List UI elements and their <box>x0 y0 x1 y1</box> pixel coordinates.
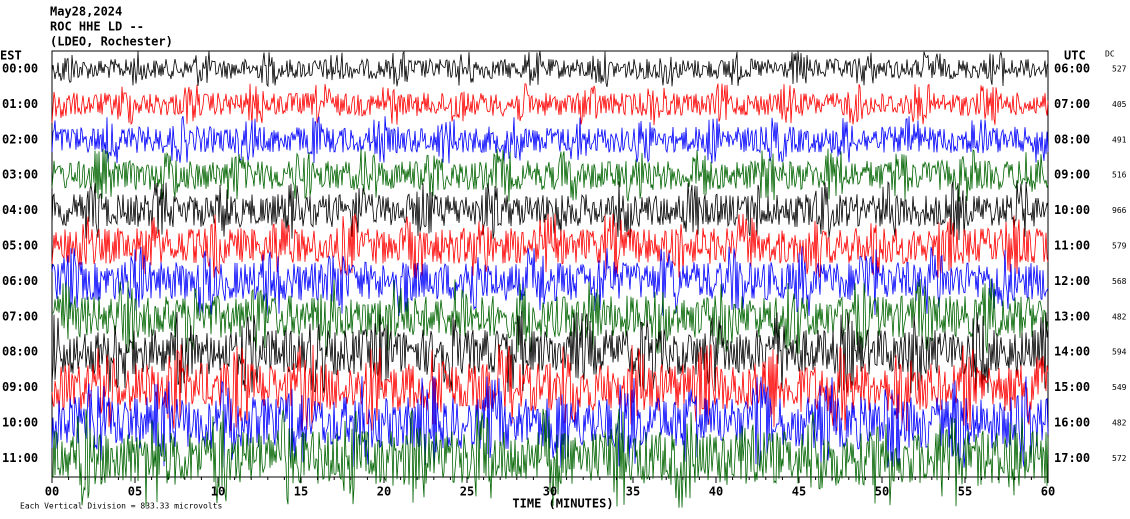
utc-label: 10:00 <box>1054 203 1090 217</box>
est-label: 01:00 <box>2 97 38 111</box>
utc-label: 16:00 <box>1054 416 1090 430</box>
utc-label: 13:00 <box>1054 309 1090 323</box>
trace <box>51 116 1049 164</box>
est-label: 04:00 <box>2 203 38 217</box>
utc-label: 12:00 <box>1054 274 1090 288</box>
dc-value: 568 <box>1112 277 1127 286</box>
footer: Each Vertical Division = 833.33 microvol… <box>20 502 222 511</box>
labels: 00:00 06:00 527 01:00 07:00 405 02:00 08:00 491 0… <box>2 62 1127 499</box>
trace <box>51 376 1049 470</box>
trace <box>51 278 1049 356</box>
trace <box>51 148 1049 202</box>
dc-value: 594 <box>1112 348 1127 357</box>
x-tick-label: 45 <box>792 485 806 499</box>
right-axis-title: UTC <box>1064 49 1086 63</box>
utc-label: 14:00 <box>1054 345 1090 359</box>
est-label: 02:00 <box>2 132 38 146</box>
utc-label: 17:00 <box>1054 451 1090 465</box>
x-tick-label: 15 <box>294 485 308 499</box>
trace <box>51 311 1049 394</box>
dc-value: 516 <box>1112 171 1127 180</box>
dc-value: 405 <box>1112 100 1127 109</box>
x-tick-label: 55 <box>958 485 972 499</box>
utc-label: 09:00 <box>1054 168 1090 182</box>
dc-value: 549 <box>1112 383 1127 392</box>
est-label: 10:00 <box>2 416 38 430</box>
trace <box>51 344 1049 432</box>
dc-value: 579 <box>1112 242 1127 251</box>
est-label: 08:00 <box>2 345 38 359</box>
trace <box>51 180 1049 241</box>
utc-label: 08:00 <box>1054 132 1090 146</box>
x-tick-label: 60 <box>1041 485 1055 499</box>
dc-value: 491 <box>1112 135 1127 144</box>
est-label: 03:00 <box>2 168 38 182</box>
x-tick-label: 10 <box>211 485 225 499</box>
dc-value: 482 <box>1112 419 1127 428</box>
est-label: 09:00 <box>2 380 38 394</box>
date: May28,2024 <box>50 5 122 19</box>
dc-value: 482 <box>1112 312 1127 321</box>
est-label: 07:00 <box>2 309 38 323</box>
trace <box>51 50 1049 88</box>
utc-label: 15:00 <box>1054 380 1090 394</box>
x-tick-label: 25 <box>460 485 474 499</box>
est-label: 11:00 <box>2 451 38 465</box>
left-axis-title: EST <box>0 49 22 63</box>
utc-label: 11:00 <box>1054 239 1090 253</box>
x-tick-label: 20 <box>377 485 391 499</box>
traces <box>51 50 1049 508</box>
x-tick-label: 35 <box>626 485 640 499</box>
est-label: 06:00 <box>2 274 38 288</box>
dc-value: 572 <box>1112 454 1127 463</box>
x-tick-label: 50 <box>875 485 889 499</box>
est-label: 00:00 <box>2 62 38 76</box>
dc-title: DC <box>1105 50 1115 59</box>
utc-label: 06:00 <box>1054 62 1090 76</box>
x-tick-label: 30 <box>543 485 557 499</box>
x-axis-title: TIME (MINUTES) <box>512 497 613 511</box>
x-tick-label: 05 <box>128 485 142 499</box>
utc-label: 07:00 <box>1054 97 1090 111</box>
station: ROC HHE LD -- <box>50 20 144 34</box>
x-tick-label: 40 <box>709 485 723 499</box>
trace <box>51 83 1049 126</box>
est-label: 05:00 <box>2 239 38 253</box>
dc-value: 966 <box>1112 206 1127 215</box>
source: (LDEO, Rochester) <box>50 35 173 49</box>
trace <box>51 213 1049 279</box>
dc-value: 527 <box>1112 65 1127 74</box>
x-tick-label: 00 <box>45 485 59 499</box>
